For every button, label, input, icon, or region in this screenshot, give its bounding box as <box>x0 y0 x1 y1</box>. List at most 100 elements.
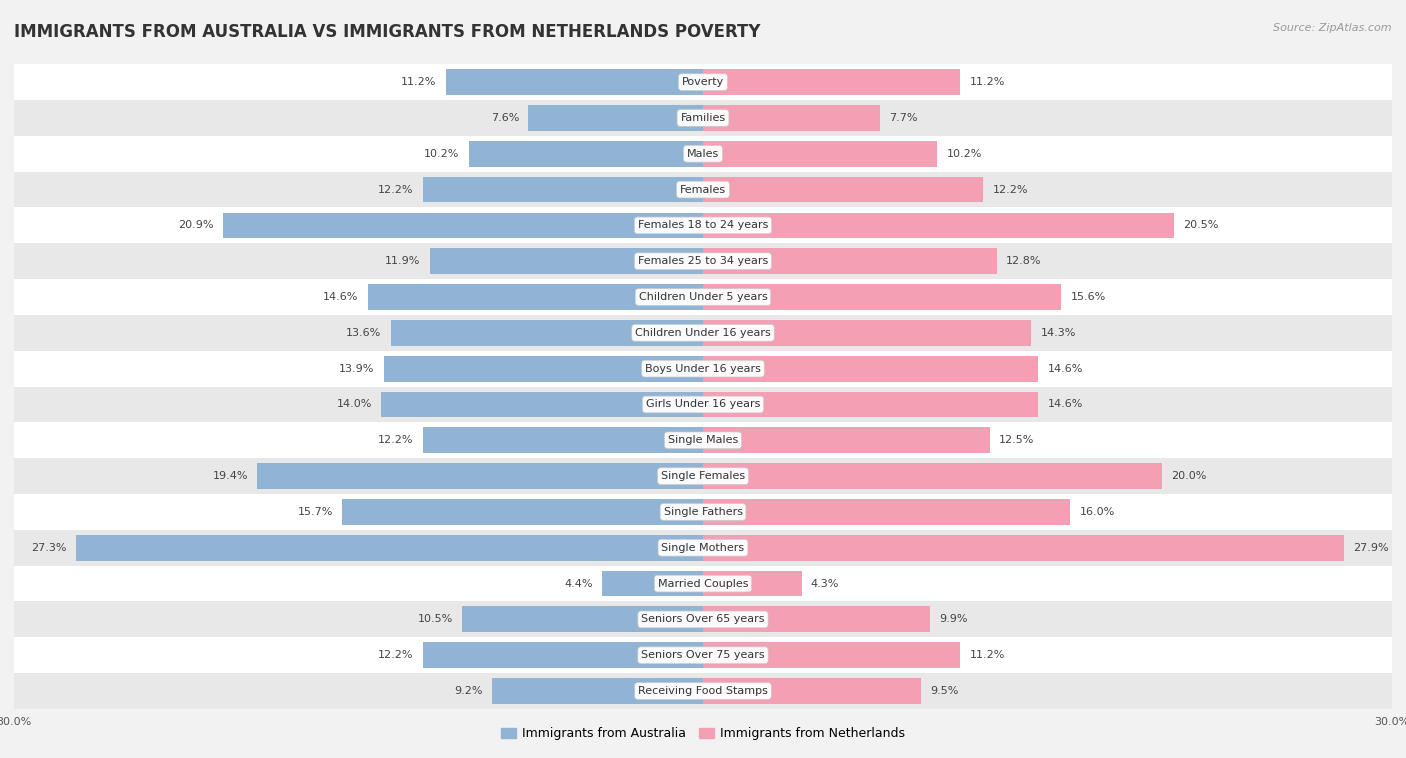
Bar <box>14 387 1392 422</box>
Bar <box>703 320 1032 346</box>
Bar <box>703 678 921 704</box>
Text: 9.9%: 9.9% <box>939 615 969 625</box>
Text: 19.4%: 19.4% <box>212 471 249 481</box>
Legend: Immigrants from Australia, Immigrants from Netherlands: Immigrants from Australia, Immigrants fr… <box>496 722 910 745</box>
Bar <box>529 105 703 131</box>
Bar <box>14 100 1392 136</box>
Bar <box>703 392 1038 418</box>
Bar <box>343 499 703 525</box>
Bar <box>14 243 1392 279</box>
Text: 14.6%: 14.6% <box>1047 364 1083 374</box>
Bar <box>14 673 1392 709</box>
Text: 9.2%: 9.2% <box>454 686 482 696</box>
Bar <box>703 535 1344 561</box>
Text: 11.2%: 11.2% <box>969 77 1005 87</box>
Text: 11.9%: 11.9% <box>385 256 420 266</box>
Text: Females 18 to 24 years: Females 18 to 24 years <box>638 221 768 230</box>
Text: Children Under 5 years: Children Under 5 years <box>638 292 768 302</box>
Text: Single Females: Single Females <box>661 471 745 481</box>
Bar <box>703 212 1174 238</box>
Text: 11.2%: 11.2% <box>401 77 437 87</box>
Text: 12.2%: 12.2% <box>993 185 1028 195</box>
Text: 13.6%: 13.6% <box>346 328 381 338</box>
Text: Females: Females <box>681 185 725 195</box>
Bar <box>703 177 983 202</box>
Bar <box>14 171 1392 208</box>
Text: Males: Males <box>688 149 718 158</box>
Bar <box>423 428 703 453</box>
Text: 14.0%: 14.0% <box>337 399 373 409</box>
Bar <box>703 606 931 632</box>
Text: 10.2%: 10.2% <box>946 149 981 158</box>
Text: 12.5%: 12.5% <box>1000 435 1035 445</box>
Text: 20.5%: 20.5% <box>1182 221 1219 230</box>
Text: 10.5%: 10.5% <box>418 615 453 625</box>
Text: 14.3%: 14.3% <box>1040 328 1076 338</box>
Bar <box>602 571 703 597</box>
Bar <box>14 136 1392 171</box>
Bar <box>703 141 938 167</box>
Text: 15.6%: 15.6% <box>1070 292 1105 302</box>
Bar <box>76 535 703 561</box>
Text: Single Mothers: Single Mothers <box>661 543 745 553</box>
Bar <box>224 212 703 238</box>
Text: 10.2%: 10.2% <box>425 149 460 158</box>
Bar <box>14 422 1392 459</box>
Text: Females 25 to 34 years: Females 25 to 34 years <box>638 256 768 266</box>
Bar <box>461 606 703 632</box>
Bar <box>423 177 703 202</box>
Bar <box>492 678 703 704</box>
Text: 7.6%: 7.6% <box>491 113 519 123</box>
Bar <box>703 356 1038 381</box>
Bar <box>14 459 1392 494</box>
Text: 4.3%: 4.3% <box>811 578 839 588</box>
Text: Source: ZipAtlas.com: Source: ZipAtlas.com <box>1274 23 1392 33</box>
Text: 12.2%: 12.2% <box>378 650 413 660</box>
Bar <box>423 642 703 668</box>
Text: 14.6%: 14.6% <box>323 292 359 302</box>
Text: 20.0%: 20.0% <box>1171 471 1206 481</box>
Text: Single Males: Single Males <box>668 435 738 445</box>
Bar <box>257 463 703 489</box>
Bar <box>381 392 703 418</box>
Bar <box>14 494 1392 530</box>
Text: 4.4%: 4.4% <box>564 578 593 588</box>
Bar <box>446 69 703 95</box>
Text: Married Couples: Married Couples <box>658 578 748 588</box>
Text: 27.3%: 27.3% <box>31 543 67 553</box>
Text: 13.9%: 13.9% <box>339 364 374 374</box>
Bar <box>384 356 703 381</box>
Bar <box>14 279 1392 315</box>
Text: Receiving Food Stamps: Receiving Food Stamps <box>638 686 768 696</box>
Text: 12.8%: 12.8% <box>1007 256 1042 266</box>
Bar <box>703 105 880 131</box>
Bar <box>14 565 1392 602</box>
Text: 20.9%: 20.9% <box>179 221 214 230</box>
Text: Families: Families <box>681 113 725 123</box>
Bar <box>703 69 960 95</box>
Text: Single Fathers: Single Fathers <box>664 507 742 517</box>
Text: 15.7%: 15.7% <box>298 507 333 517</box>
Bar <box>14 315 1392 351</box>
Text: Children Under 16 years: Children Under 16 years <box>636 328 770 338</box>
Text: Seniors Over 75 years: Seniors Over 75 years <box>641 650 765 660</box>
Bar <box>14 530 1392 565</box>
Text: Boys Under 16 years: Boys Under 16 years <box>645 364 761 374</box>
Bar <box>368 284 703 310</box>
Text: 27.9%: 27.9% <box>1353 543 1389 553</box>
Bar <box>14 208 1392 243</box>
Text: 12.2%: 12.2% <box>378 435 413 445</box>
Text: 12.2%: 12.2% <box>378 185 413 195</box>
Bar <box>14 637 1392 673</box>
Text: 9.5%: 9.5% <box>931 686 959 696</box>
Text: Girls Under 16 years: Girls Under 16 years <box>645 399 761 409</box>
Bar <box>703 571 801 597</box>
Text: 7.7%: 7.7% <box>889 113 918 123</box>
Bar <box>14 602 1392 637</box>
Bar <box>703 463 1163 489</box>
Bar <box>703 499 1070 525</box>
Bar <box>703 284 1062 310</box>
Text: 16.0%: 16.0% <box>1080 507 1115 517</box>
Text: 14.6%: 14.6% <box>1047 399 1083 409</box>
Text: Poverty: Poverty <box>682 77 724 87</box>
